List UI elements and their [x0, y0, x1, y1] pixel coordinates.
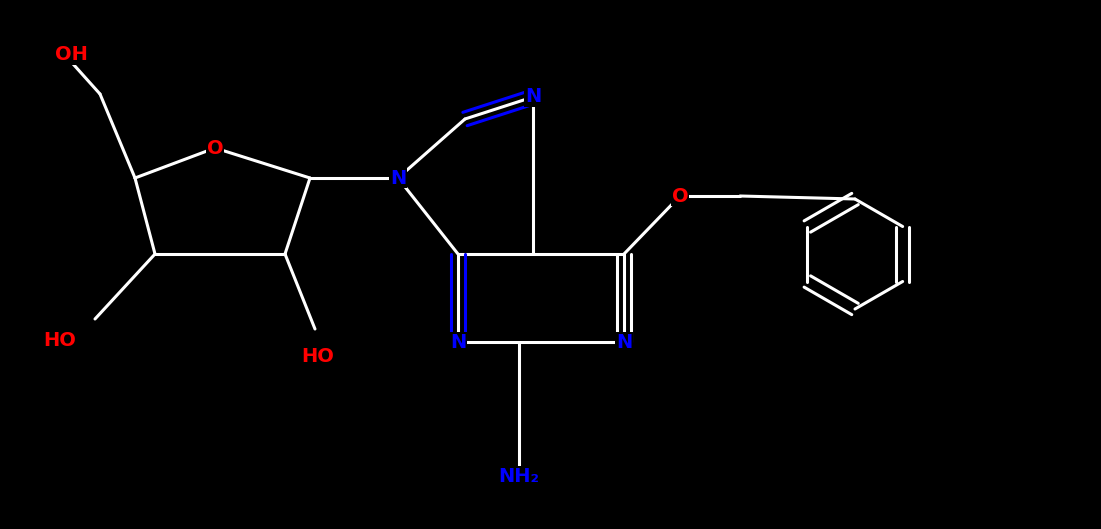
Text: N: N: [615, 333, 632, 351]
Text: O: O: [672, 187, 688, 205]
Text: N: N: [525, 87, 541, 106]
Text: HO: HO: [302, 348, 334, 367]
Text: HO: HO: [43, 331, 76, 350]
Text: N: N: [390, 169, 406, 187]
Text: OH: OH: [55, 45, 88, 65]
Text: NH₂: NH₂: [499, 467, 539, 486]
Text: N: N: [450, 333, 466, 351]
Text: O: O: [207, 139, 224, 158]
